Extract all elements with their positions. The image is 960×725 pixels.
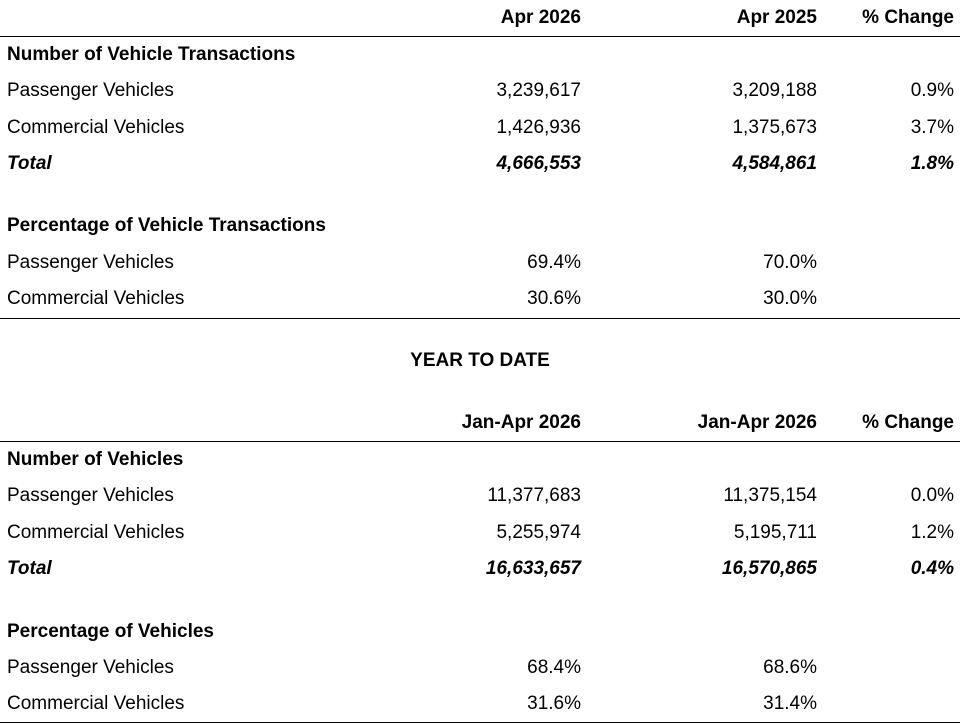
row-value-prior: 68.6% bbox=[763, 657, 817, 678]
row-label: Commercial Vehicles bbox=[7, 117, 185, 138]
row-value-prior: 70.0% bbox=[763, 252, 817, 273]
row-value-current: 68.4% bbox=[527, 657, 581, 678]
total-value-prior: 4,584,861 bbox=[732, 153, 817, 174]
row-value-current: 31.6% bbox=[527, 693, 581, 714]
total-value-current: 4,666,553 bbox=[496, 153, 581, 174]
table-row: Passenger Vehicles 68.4% 68.6% bbox=[0, 650, 960, 686]
total-value-change: 1.8% bbox=[910, 153, 954, 174]
total-label: Total bbox=[7, 558, 52, 579]
total-value-change: 0.4% bbox=[910, 558, 954, 579]
header-jan-apr-prior: Jan-Apr 2026 bbox=[697, 412, 817, 433]
ytd-header-row: Jan-Apr 2026 Jan-Apr 2026 % Change bbox=[0, 405, 960, 441]
row-value-current: 30.6% bbox=[527, 288, 581, 309]
row-value-change: 3.7% bbox=[910, 117, 954, 138]
ytd-heading: YEAR TO DATE bbox=[410, 350, 550, 371]
table-row: Passenger Vehicles 69.4% 70.0% bbox=[0, 245, 960, 281]
header-pct-change: % Change bbox=[862, 412, 954, 433]
section-title: Percentage of Vehicle Transactions bbox=[7, 215, 326, 236]
section-title: Number of Vehicle Transactions bbox=[7, 44, 296, 65]
row-value-current: 3,239,617 bbox=[496, 80, 581, 101]
row-label: Commercial Vehicles bbox=[7, 522, 185, 543]
header-apr-2026: Apr 2026 bbox=[500, 7, 581, 28]
header-apr-2025: Apr 2025 bbox=[736, 7, 817, 28]
table-row: Commercial Vehicles 5,255,974 5,195,711 … bbox=[0, 515, 960, 551]
table-row: Commercial Vehicles 31.6% 31.4% bbox=[0, 686, 960, 722]
section-title-row: Percentage of Vehicles bbox=[0, 614, 960, 650]
table-row: Commercial Vehicles 30.6% 30.0% bbox=[0, 281, 960, 317]
row-value-current: 11,377,683 bbox=[487, 485, 581, 506]
row-value-current: 69.4% bbox=[527, 252, 581, 273]
row-value-change: 0.9% bbox=[910, 80, 954, 101]
table-row: Passenger Vehicles 11,377,683 11,375,154… bbox=[0, 478, 960, 514]
row-label: Passenger Vehicles bbox=[7, 252, 174, 273]
section-title: Number of Vehicles bbox=[7, 449, 184, 470]
monthly-header-row: Apr 2026 Apr 2025 % Change bbox=[0, 0, 960, 36]
ytd-bottom-rule bbox=[0, 722, 960, 723]
row-value-prior: 3,209,188 bbox=[732, 80, 817, 101]
total-row: Total 4,666,553 4,584,861 1.8% bbox=[0, 146, 960, 182]
header-jan-apr-2026: Jan-Apr 2026 bbox=[461, 412, 581, 433]
monthly-bottom-rule bbox=[0, 318, 960, 319]
row-value-prior: 5,195,711 bbox=[733, 522, 817, 543]
total-value-prior: 16,570,865 bbox=[721, 558, 817, 579]
row-value-prior: 11,375,154 bbox=[723, 485, 817, 506]
row-value-prior: 30.0% bbox=[763, 288, 817, 309]
row-label: Commercial Vehicles bbox=[7, 693, 185, 714]
section-title: Percentage of Vehicles bbox=[7, 621, 214, 642]
total-row: Total 16,633,657 16,570,865 0.4% bbox=[0, 551, 960, 587]
section-title-row: Percentage of Vehicle Transactions bbox=[0, 208, 960, 244]
total-value-current: 16,633,657 bbox=[485, 558, 581, 579]
header-pct-change: % Change bbox=[862, 7, 954, 28]
row-value-change: 1.2% bbox=[910, 522, 954, 543]
row-label: Commercial Vehicles bbox=[7, 288, 185, 309]
row-label: Passenger Vehicles bbox=[7, 657, 174, 678]
row-value-prior: 1,375,673 bbox=[732, 117, 817, 138]
table-row: Commercial Vehicles 1,426,936 1,375,673 … bbox=[0, 110, 960, 146]
ytd-header-rule bbox=[0, 441, 960, 442]
row-label: Passenger Vehicles bbox=[7, 485, 174, 506]
total-label: Total bbox=[7, 153, 52, 174]
section-title-row: Number of Vehicle Transactions bbox=[0, 37, 960, 73]
row-value-prior: 31.4% bbox=[763, 693, 817, 714]
row-label: Passenger Vehicles bbox=[7, 80, 174, 101]
monthly-header-rule bbox=[0, 36, 960, 37]
table-row: Passenger Vehicles 3,239,617 3,209,188 0… bbox=[0, 73, 960, 109]
row-value-current: 5,255,974 bbox=[496, 522, 581, 543]
row-value-current: 1,426,936 bbox=[496, 117, 581, 138]
section-title-row: Number of Vehicles bbox=[0, 442, 960, 478]
row-value-change: 0.0% bbox=[910, 485, 954, 506]
